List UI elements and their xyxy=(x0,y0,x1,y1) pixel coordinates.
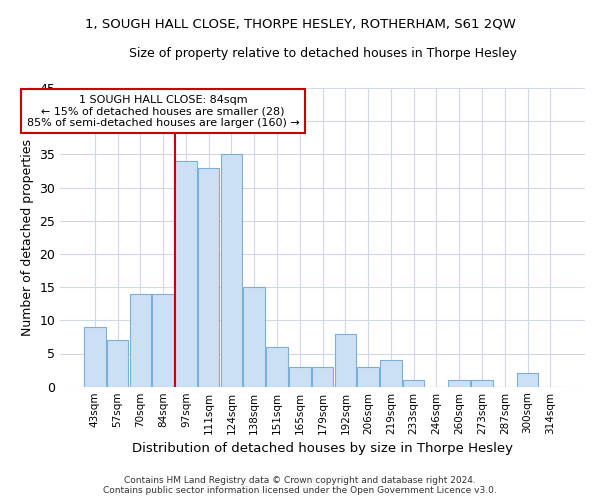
Bar xyxy=(471,380,493,386)
Bar xyxy=(107,340,128,386)
Bar xyxy=(357,367,379,386)
Text: 1 SOUGH HALL CLOSE: 84sqm
← 15% of detached houses are smaller (28)
85% of semi-: 1 SOUGH HALL CLOSE: 84sqm ← 15% of detac… xyxy=(27,94,299,128)
Bar xyxy=(130,294,151,386)
Bar xyxy=(221,154,242,386)
Bar xyxy=(448,380,470,386)
Bar xyxy=(312,367,334,386)
Bar xyxy=(380,360,402,386)
Bar xyxy=(403,380,424,386)
Bar xyxy=(152,294,174,386)
Bar xyxy=(244,287,265,386)
Bar xyxy=(175,161,197,386)
Bar xyxy=(198,168,220,386)
Text: 1, SOUGH HALL CLOSE, THORPE HESLEY, ROTHERHAM, S61 2QW: 1, SOUGH HALL CLOSE, THORPE HESLEY, ROTH… xyxy=(85,18,515,30)
Bar xyxy=(84,327,106,386)
Bar xyxy=(289,367,311,386)
Bar xyxy=(335,334,356,386)
Text: Contains HM Land Registry data © Crown copyright and database right 2024.
Contai: Contains HM Land Registry data © Crown c… xyxy=(103,476,497,495)
Y-axis label: Number of detached properties: Number of detached properties xyxy=(21,139,34,336)
Bar xyxy=(517,374,538,386)
Title: Size of property relative to detached houses in Thorpe Hesley: Size of property relative to detached ho… xyxy=(128,48,517,60)
Bar xyxy=(266,347,288,387)
X-axis label: Distribution of detached houses by size in Thorpe Hesley: Distribution of detached houses by size … xyxy=(132,442,513,455)
